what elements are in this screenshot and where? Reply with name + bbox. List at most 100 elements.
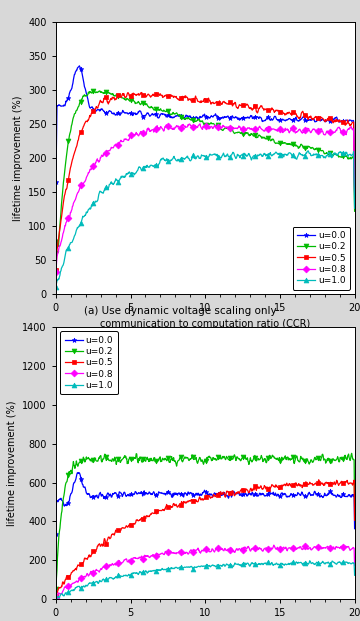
u=0.0: [77, 62, 82, 70]
u=0.5: [131, 520, 135, 528]
u=0.5: [230, 487, 234, 495]
u=0.8: [131, 131, 135, 138]
u=0.8: [352, 561, 357, 569]
u=0.5: [279, 482, 283, 489]
u=0.2: [54, 250, 58, 257]
u=1.0: [253, 560, 257, 568]
u=0.5: [107, 99, 111, 106]
Line: u=0.8: u=0.8: [54, 122, 357, 274]
u=0.8: [352, 191, 357, 198]
u=0.5: [254, 105, 258, 112]
u=0.5: [107, 533, 111, 541]
u=0.0: [254, 490, 258, 497]
u=0.5: [279, 107, 283, 115]
Line: u=0.0: u=0.0: [54, 63, 357, 193]
Legend: u=0.0, u=0.2, u=0.5, u=0.8, u=1.0: u=0.0, u=0.2, u=0.5, u=0.8, u=1.0: [293, 227, 350, 289]
u=0.0: [230, 112, 235, 120]
u=0.2: [189, 455, 193, 462]
u=0.2: [131, 96, 135, 104]
Line: u=1.0: u=1.0: [54, 148, 357, 289]
u=0.0: [54, 178, 58, 186]
u=1.0: [107, 575, 111, 582]
Legend: u=0.0, u=0.2, u=0.5, u=0.8, u=1.0: u=0.0, u=0.2, u=0.5, u=0.8, u=1.0: [60, 332, 118, 394]
Line: u=0.2: u=0.2: [54, 451, 357, 591]
Line: u=0.5: u=0.5: [54, 90, 357, 272]
u=0.2: [98, 87, 102, 94]
u=0.2: [230, 126, 235, 134]
u=0.2: [352, 502, 357, 510]
u=0.8: [107, 563, 111, 570]
u=0.0: [131, 491, 135, 498]
u=0.2: [131, 455, 135, 463]
u=0.8: [279, 126, 283, 134]
u=1.0: [279, 560, 283, 567]
u=0.0: [131, 111, 135, 119]
u=0.2: [254, 133, 258, 140]
u=0.5: [352, 517, 357, 524]
u=1.0: [253, 152, 257, 160]
Text: (a) Use dynamic voltage scaling only: (a) Use dynamic voltage scaling only: [84, 306, 276, 315]
u=0.5: [189, 97, 194, 104]
u=0.8: [107, 147, 111, 155]
u=0.5: [189, 496, 193, 504]
u=1.0: [306, 147, 310, 155]
u=0.0: [107, 492, 112, 500]
u=0.0: [352, 525, 357, 532]
u=0.5: [316, 476, 321, 484]
u=0.2: [279, 458, 283, 465]
u=0.8: [254, 126, 258, 134]
u=0.8: [54, 595, 58, 602]
u=1.0: [352, 204, 357, 212]
u=1.0: [54, 596, 58, 603]
u=0.5: [140, 89, 144, 96]
u=0.2: [230, 455, 234, 463]
u=0.0: [254, 114, 258, 121]
Line: u=0.8: u=0.8: [54, 543, 357, 601]
u=1.0: [352, 571, 357, 579]
u=0.8: [189, 122, 193, 129]
u=1.0: [279, 150, 283, 157]
u=0.0: [189, 114, 194, 121]
u=0.5: [352, 188, 357, 196]
u=0.0: [76, 469, 81, 476]
u=1.0: [131, 169, 135, 176]
u=0.0: [107, 107, 112, 114]
u=0.0: [230, 491, 235, 499]
u=0.8: [230, 545, 234, 553]
u=0.2: [189, 116, 194, 124]
u=1.0: [230, 562, 234, 569]
X-axis label: communication to computation ratio (CCR): communication to computation ratio (CCR): [100, 319, 310, 329]
u=1.0: [54, 283, 58, 291]
u=0.8: [131, 555, 135, 563]
u=0.0: [279, 116, 283, 124]
u=0.2: [54, 585, 58, 592]
u=0.8: [198, 120, 202, 127]
u=0.2: [352, 207, 357, 215]
u=1.0: [230, 150, 234, 158]
u=0.8: [54, 268, 58, 276]
u=1.0: [189, 156, 193, 164]
u=0.2: [107, 89, 112, 97]
u=0.8: [253, 545, 257, 552]
Line: u=0.5: u=0.5: [54, 478, 357, 599]
u=1.0: [307, 557, 312, 564]
Y-axis label: lifetime improvement (%): lifetime improvement (%): [13, 95, 23, 220]
u=0.8: [279, 545, 283, 552]
u=0.5: [230, 102, 235, 110]
u=1.0: [131, 569, 135, 577]
u=1.0: [189, 563, 193, 570]
u=0.8: [189, 546, 193, 553]
u=0.2: [279, 140, 283, 147]
u=0.2: [350, 450, 354, 457]
u=0.2: [253, 454, 257, 461]
u=0.0: [54, 530, 58, 538]
u=0.5: [54, 592, 58, 600]
Line: u=0.2: u=0.2: [54, 88, 357, 256]
u=0.0: [352, 187, 357, 194]
u=1.0: [107, 183, 111, 191]
u=0.5: [131, 91, 135, 98]
u=0.5: [54, 266, 58, 273]
u=0.8: [230, 124, 235, 132]
u=0.2: [107, 456, 111, 464]
Line: u=1.0: u=1.0: [54, 558, 357, 602]
